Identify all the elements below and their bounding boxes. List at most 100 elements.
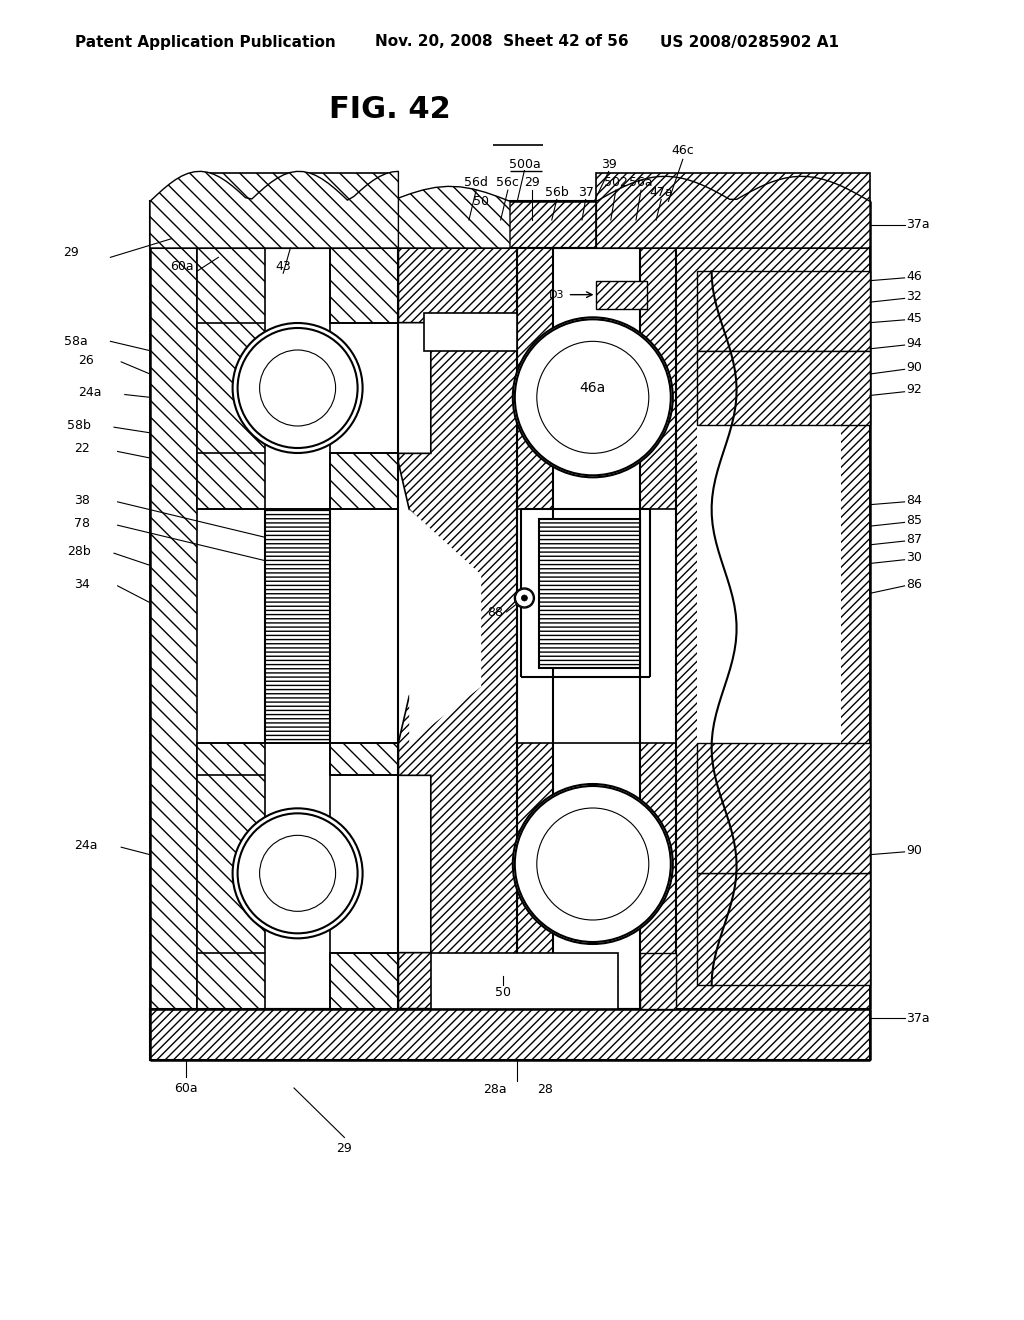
Polygon shape — [150, 202, 870, 248]
Text: 29: 29 — [63, 246, 79, 259]
Polygon shape — [596, 281, 647, 309]
Polygon shape — [330, 743, 398, 775]
Polygon shape — [330, 248, 398, 322]
Text: 45: 45 — [906, 312, 922, 325]
Circle shape — [514, 587, 535, 609]
Text: D3: D3 — [549, 289, 564, 300]
Text: 46: 46 — [906, 269, 922, 282]
Polygon shape — [640, 743, 676, 1008]
Text: 94: 94 — [906, 337, 922, 350]
Text: 60a: 60a — [171, 260, 195, 273]
Circle shape — [515, 319, 671, 475]
Polygon shape — [398, 248, 517, 1008]
Circle shape — [232, 323, 362, 453]
Text: 28: 28 — [538, 1084, 553, 1097]
Circle shape — [513, 784, 673, 944]
Text: 78: 78 — [75, 517, 90, 529]
Text: 47a: 47a — [649, 186, 673, 198]
Polygon shape — [150, 172, 398, 248]
Circle shape — [521, 595, 527, 601]
Circle shape — [535, 339, 651, 455]
Text: 50: 50 — [495, 986, 511, 999]
Text: 38: 38 — [75, 494, 90, 507]
Polygon shape — [596, 173, 870, 248]
Text: 86: 86 — [906, 578, 922, 590]
Text: 46c: 46c — [672, 144, 694, 157]
Text: 502: 502 — [604, 176, 628, 189]
Text: 26: 26 — [78, 354, 94, 367]
Text: 50: 50 — [473, 195, 489, 207]
Text: 56b: 56b — [545, 186, 568, 198]
Text: 29: 29 — [337, 1142, 352, 1155]
Polygon shape — [697, 272, 870, 351]
Circle shape — [238, 327, 357, 447]
Circle shape — [515, 589, 534, 607]
Polygon shape — [697, 272, 841, 985]
Text: 37a: 37a — [906, 1011, 930, 1024]
Circle shape — [260, 350, 336, 426]
Text: 39: 39 — [601, 157, 616, 170]
Text: 87: 87 — [906, 533, 922, 545]
Polygon shape — [596, 177, 870, 248]
Text: 46a: 46a — [580, 381, 606, 395]
Polygon shape — [424, 313, 517, 351]
Text: 56d: 56d — [464, 176, 488, 189]
Polygon shape — [676, 248, 870, 1008]
Text: 29: 29 — [523, 176, 540, 189]
Polygon shape — [197, 743, 265, 1008]
Text: 56a: 56a — [629, 176, 653, 189]
Circle shape — [535, 807, 651, 921]
Polygon shape — [640, 248, 676, 510]
Polygon shape — [330, 953, 398, 1008]
Text: 58a: 58a — [63, 335, 87, 348]
Polygon shape — [697, 351, 870, 425]
Polygon shape — [265, 510, 330, 743]
Circle shape — [238, 813, 357, 933]
Text: 30: 30 — [906, 552, 922, 565]
Text: FIG. 42: FIG. 42 — [329, 95, 451, 124]
Polygon shape — [697, 743, 870, 874]
Polygon shape — [431, 953, 618, 1008]
Text: 43: 43 — [275, 260, 291, 273]
Text: 28b: 28b — [68, 545, 91, 558]
Text: 92: 92 — [906, 383, 922, 396]
Text: 24a: 24a — [78, 387, 101, 399]
Circle shape — [537, 808, 649, 920]
Circle shape — [258, 833, 338, 913]
Polygon shape — [517, 248, 553, 510]
Text: Nov. 20, 2008  Sheet 42 of 56: Nov. 20, 2008 Sheet 42 of 56 — [375, 34, 629, 49]
Text: 24a: 24a — [75, 838, 98, 851]
Text: Patent Application Publication: Patent Application Publication — [75, 34, 336, 49]
Text: 58b: 58b — [68, 418, 91, 432]
Text: 28a: 28a — [482, 1084, 507, 1097]
Text: 85: 85 — [906, 513, 922, 527]
Circle shape — [537, 342, 649, 453]
Polygon shape — [150, 1008, 870, 1060]
Circle shape — [258, 348, 338, 428]
Polygon shape — [197, 248, 265, 510]
Polygon shape — [197, 173, 398, 248]
Text: 32: 32 — [906, 290, 922, 304]
Text: 90: 90 — [906, 843, 922, 857]
Text: 500a: 500a — [509, 157, 541, 170]
Text: 34: 34 — [75, 578, 90, 590]
Polygon shape — [330, 453, 398, 510]
Circle shape — [513, 317, 673, 478]
Polygon shape — [150, 186, 510, 248]
Text: 84: 84 — [906, 494, 922, 507]
Polygon shape — [539, 519, 640, 668]
Polygon shape — [517, 743, 553, 1008]
Polygon shape — [640, 953, 676, 1008]
Text: 22: 22 — [75, 442, 90, 455]
Circle shape — [232, 808, 362, 939]
Polygon shape — [410, 510, 481, 743]
Text: US 2008/0285902 A1: US 2008/0285902 A1 — [660, 34, 839, 49]
Text: 90: 90 — [906, 360, 922, 374]
Text: 60a: 60a — [174, 1081, 198, 1094]
Text: 37a: 37a — [906, 218, 930, 231]
Text: 37: 37 — [578, 186, 594, 198]
Circle shape — [515, 785, 671, 942]
Text: 56c: 56c — [497, 176, 519, 189]
Circle shape — [260, 836, 336, 911]
Polygon shape — [150, 248, 197, 1008]
